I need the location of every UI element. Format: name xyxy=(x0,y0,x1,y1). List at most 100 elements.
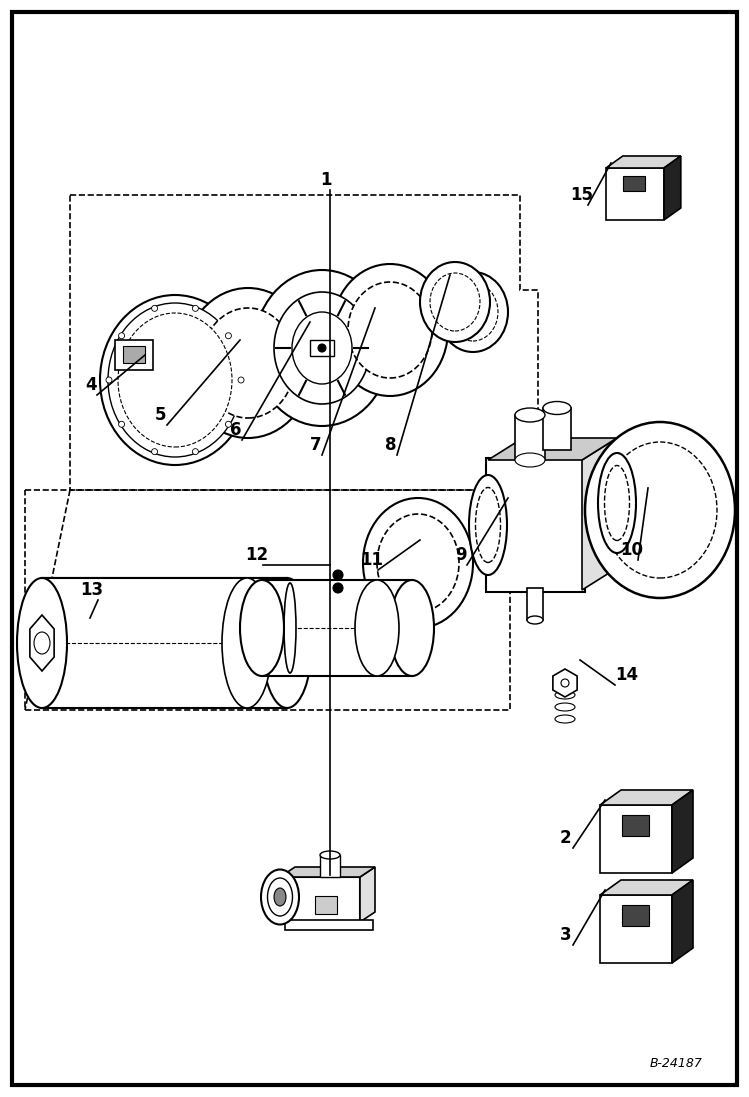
Bar xyxy=(515,415,545,460)
Text: 3: 3 xyxy=(560,926,571,945)
Circle shape xyxy=(151,305,157,312)
Ellipse shape xyxy=(292,312,352,384)
Ellipse shape xyxy=(274,292,370,404)
Circle shape xyxy=(318,344,326,352)
Ellipse shape xyxy=(438,272,508,352)
Circle shape xyxy=(225,421,231,427)
Ellipse shape xyxy=(284,583,296,672)
Ellipse shape xyxy=(469,475,507,575)
Bar xyxy=(543,408,571,450)
Circle shape xyxy=(118,421,124,427)
Polygon shape xyxy=(280,867,375,877)
Ellipse shape xyxy=(183,289,313,438)
Polygon shape xyxy=(600,880,693,895)
Ellipse shape xyxy=(598,453,636,553)
Polygon shape xyxy=(553,669,577,697)
FancyBboxPatch shape xyxy=(486,459,585,592)
Polygon shape xyxy=(672,790,693,873)
Polygon shape xyxy=(600,805,672,873)
Ellipse shape xyxy=(34,632,50,654)
Circle shape xyxy=(333,570,343,580)
Ellipse shape xyxy=(604,465,629,541)
Ellipse shape xyxy=(515,453,545,467)
Polygon shape xyxy=(600,895,672,963)
Bar xyxy=(123,346,145,362)
Bar xyxy=(320,855,340,877)
Ellipse shape xyxy=(100,295,250,465)
Text: 5: 5 xyxy=(155,406,166,425)
Circle shape xyxy=(106,377,112,383)
Ellipse shape xyxy=(108,303,242,457)
Bar xyxy=(42,578,287,708)
Text: 14: 14 xyxy=(615,666,638,685)
Bar xyxy=(527,588,543,620)
Polygon shape xyxy=(30,615,54,671)
Bar xyxy=(262,580,412,676)
Circle shape xyxy=(225,332,231,339)
Ellipse shape xyxy=(118,313,232,446)
Ellipse shape xyxy=(267,878,293,916)
Text: B-24187: B-24187 xyxy=(650,1058,703,1070)
Circle shape xyxy=(118,332,124,339)
Ellipse shape xyxy=(555,715,575,723)
Ellipse shape xyxy=(420,262,490,342)
Circle shape xyxy=(333,583,343,593)
Polygon shape xyxy=(488,438,617,460)
Bar xyxy=(310,340,334,357)
Bar xyxy=(622,815,649,836)
Bar xyxy=(623,176,646,191)
Text: 9: 9 xyxy=(455,546,467,564)
Ellipse shape xyxy=(555,679,575,687)
Circle shape xyxy=(192,305,198,312)
Text: 12: 12 xyxy=(245,546,268,564)
Ellipse shape xyxy=(262,578,312,708)
Text: 13: 13 xyxy=(80,581,103,599)
Ellipse shape xyxy=(515,408,545,422)
Ellipse shape xyxy=(274,887,286,906)
Text: 2: 2 xyxy=(560,829,571,847)
Bar xyxy=(315,896,337,914)
Ellipse shape xyxy=(543,402,571,415)
Ellipse shape xyxy=(348,282,432,378)
Polygon shape xyxy=(664,156,681,220)
Ellipse shape xyxy=(17,578,67,708)
Ellipse shape xyxy=(355,580,399,676)
Ellipse shape xyxy=(201,308,295,418)
Polygon shape xyxy=(606,156,681,168)
Ellipse shape xyxy=(261,870,299,925)
FancyBboxPatch shape xyxy=(115,339,153,370)
Ellipse shape xyxy=(390,580,434,676)
Text: 10: 10 xyxy=(620,541,643,559)
Ellipse shape xyxy=(377,514,459,612)
Ellipse shape xyxy=(254,270,390,426)
Ellipse shape xyxy=(332,264,448,396)
Polygon shape xyxy=(360,867,375,921)
Text: 7: 7 xyxy=(310,436,321,454)
Circle shape xyxy=(561,679,569,687)
Circle shape xyxy=(238,377,244,383)
Text: 11: 11 xyxy=(360,551,383,569)
Ellipse shape xyxy=(320,851,340,859)
Ellipse shape xyxy=(585,422,735,598)
Polygon shape xyxy=(582,438,617,590)
Bar xyxy=(280,877,360,921)
Ellipse shape xyxy=(222,578,272,708)
Ellipse shape xyxy=(527,617,543,624)
Circle shape xyxy=(151,449,157,454)
Bar xyxy=(285,920,373,930)
Text: 8: 8 xyxy=(385,436,396,454)
Ellipse shape xyxy=(603,442,717,578)
Text: 1: 1 xyxy=(320,171,332,189)
Polygon shape xyxy=(600,790,693,805)
Ellipse shape xyxy=(448,283,498,341)
Ellipse shape xyxy=(555,691,575,699)
Bar xyxy=(622,905,649,926)
Ellipse shape xyxy=(363,498,473,627)
Ellipse shape xyxy=(555,703,575,711)
Text: 15: 15 xyxy=(570,186,593,204)
Polygon shape xyxy=(606,168,664,220)
Text: 6: 6 xyxy=(230,421,241,439)
Ellipse shape xyxy=(430,273,480,331)
Ellipse shape xyxy=(476,487,500,563)
Ellipse shape xyxy=(240,580,284,676)
